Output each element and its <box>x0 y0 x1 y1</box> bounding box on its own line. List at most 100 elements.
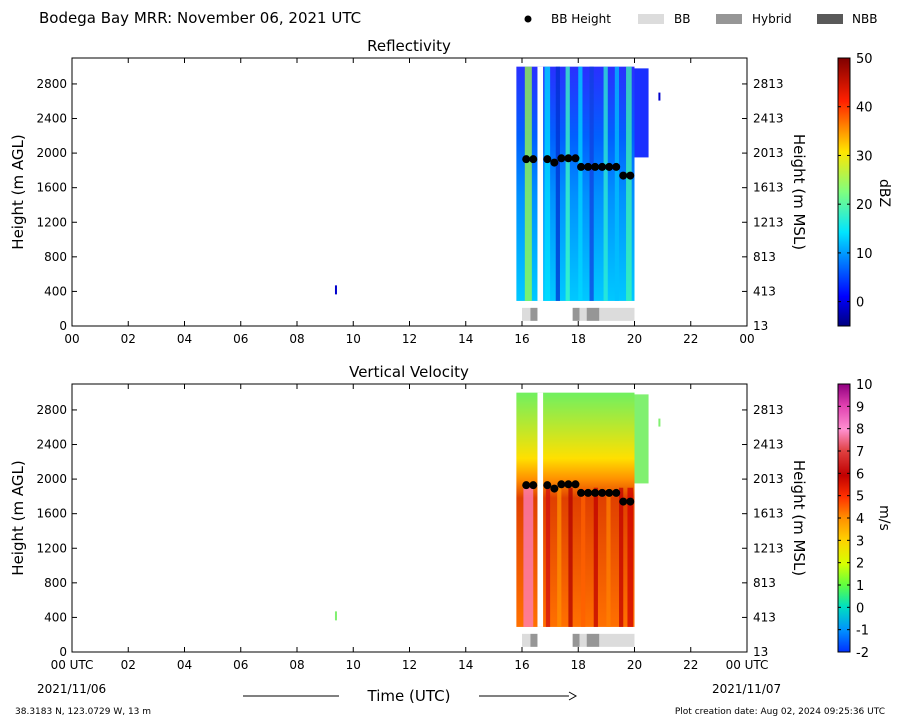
bb-height-point <box>543 481 552 490</box>
start-date-label: 2021/11/06 <box>37 682 106 696</box>
y-tick-label-left: 0 <box>59 319 67 333</box>
echo-gap <box>537 66 544 301</box>
bb-type-segment <box>572 307 580 321</box>
echo-striation <box>614 66 620 301</box>
x-tick-label: 00 UTC <box>51 658 94 672</box>
bb-type-segment <box>522 633 531 647</box>
bb-height-point <box>605 162 614 171</box>
y-tick-label-left: 800 <box>44 250 67 264</box>
bb-type-segment <box>599 633 635 647</box>
y-tick-label-right: 813 <box>753 250 776 264</box>
bb-type-segment <box>572 633 580 647</box>
time-axis-arrow-head <box>568 691 578 701</box>
x-tick-label: 06 <box>233 332 248 346</box>
bb-height-point <box>584 488 593 497</box>
x-tick-label: 02 <box>121 332 136 346</box>
y-tick-label-right: 2813 <box>753 403 784 417</box>
echo-speck <box>334 285 337 295</box>
y-tick-label-left: 0 <box>59 645 67 659</box>
x-tick-label: 08 <box>289 658 304 672</box>
y-tick-label-left: 400 <box>44 284 67 298</box>
bb-height-point <box>612 162 621 171</box>
y-tick-label-left: 1200 <box>36 541 67 555</box>
y-tick-label-right: 2413 <box>753 438 784 452</box>
bb-height-point <box>577 162 586 171</box>
bb-height-point <box>612 488 621 497</box>
y-tick-label-left: 2800 <box>36 403 67 417</box>
colorbar-tick-label: 0 <box>856 296 864 311</box>
echo-striation <box>627 487 634 627</box>
reflectivity-panel: Reflectivity 00 02 04 06 08 10 12 14 16 18 20 22 000… <box>9 37 892 346</box>
echo-striation <box>626 66 632 301</box>
echo-striation <box>593 487 598 627</box>
bb-height-point <box>550 484 559 493</box>
bb-type-segment <box>579 307 587 321</box>
bb-height-point <box>571 154 580 163</box>
bb-type-segment <box>586 307 600 321</box>
x-tick-label: 10 <box>346 332 361 346</box>
x-tick-label: 00 UTC <box>726 658 769 672</box>
vertical-velocity-title: Vertical Velocity <box>349 363 469 381</box>
y-tick-label-right: 813 <box>753 576 776 590</box>
echo-speck <box>658 418 661 427</box>
bb-height-point <box>626 497 635 506</box>
echo-striation <box>581 487 586 627</box>
bb-height-point <box>564 154 573 163</box>
vertical-velocity-field <box>334 392 661 647</box>
bb-height-point <box>598 162 607 171</box>
bb-height-point <box>605 488 614 497</box>
colorbar-tick-label: 7 <box>856 445 864 460</box>
colorbar-tick-label: 1 <box>856 579 864 594</box>
y-tick-label-right: 1213 <box>753 541 784 555</box>
legend-nbb-label: NBB <box>852 12 877 26</box>
reflectivity-colorbar-label: dBZ <box>876 179 892 207</box>
bb-height-point <box>571 480 580 489</box>
x-tick-label: 20 <box>627 658 642 672</box>
bb-type-segment <box>579 633 587 647</box>
reflectivity-ylabel-left: Height (m AGL) <box>9 134 27 249</box>
colorbar-tick-label: 20 <box>856 198 873 213</box>
echo-striation <box>619 487 624 627</box>
legend-bb-height-label: BB Height <box>551 12 611 26</box>
bb-height-point <box>591 488 600 497</box>
bb-height-point <box>529 481 538 490</box>
echo-striation <box>545 487 551 627</box>
y-tick-label-right: 1613 <box>753 181 784 195</box>
y-tick-label-left: 400 <box>44 610 67 624</box>
colorbar-tick-label: -2 <box>856 646 869 661</box>
echo-speck <box>334 611 337 621</box>
station-location: 38.3183 N, 123.0729 W, 13 m <box>15 707 151 717</box>
echo-striation <box>589 66 594 301</box>
x-tick-label: 16 <box>514 658 529 672</box>
y-tick-label-right: 413 <box>753 610 776 624</box>
x-tick-label: 02 <box>121 658 136 672</box>
echo-upper-extension <box>634 68 649 158</box>
bb-type-segment <box>586 633 600 647</box>
bb-height-point <box>522 481 531 490</box>
vertical-velocity-ylabel-left: Height (m AGL) <box>9 460 27 575</box>
x-tick-label: 06 <box>233 658 248 672</box>
x-tick-label: 14 <box>458 658 473 672</box>
y-tick-label-left: 2000 <box>36 146 67 160</box>
bb-height-point <box>577 488 586 497</box>
x-tick-label: 22 <box>683 658 698 672</box>
x-tick-label: 00 <box>64 332 79 346</box>
reflectivity-field <box>334 66 661 321</box>
legend-hybrid-label: Hybrid <box>752 12 792 26</box>
echo-upper-extension <box>634 394 649 484</box>
bb-height-point <box>584 162 593 171</box>
legend-bb-height-marker <box>524 15 532 23</box>
bb-height-point <box>564 480 573 489</box>
bb-height-point <box>557 480 566 489</box>
bb-height-point <box>557 154 566 163</box>
legend-nbb-swatch <box>817 14 843 24</box>
legend-bb-label: BB <box>674 12 690 26</box>
reflectivity-colorbar <box>837 57 851 327</box>
echo-field-area <box>516 392 635 627</box>
figure-title: Bodega Bay MRR: November 06, 2021 UTC <box>39 9 361 27</box>
bb-height-point <box>543 155 552 164</box>
legend-bb-swatch <box>638 14 664 24</box>
